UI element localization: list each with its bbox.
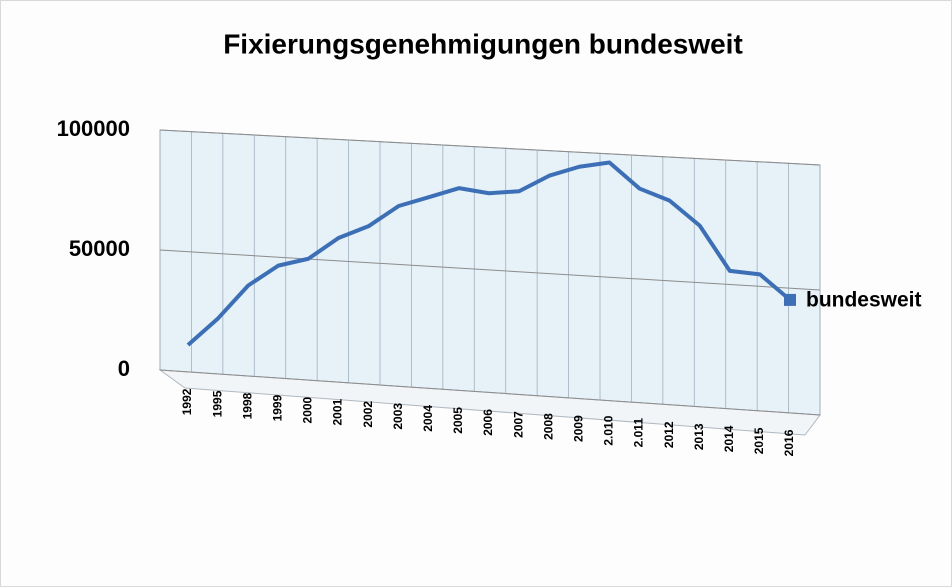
legend-label: bundesweit (806, 288, 922, 311)
x-tick-label: 2015 (752, 427, 766, 454)
x-tick-label: 2003 (391, 403, 405, 430)
x-tick-label: 2006 (481, 409, 495, 436)
x-tick-label: 2004 (421, 405, 435, 432)
x-tick-label: 1992 (180, 388, 194, 415)
x-tick-label: 1999 (270, 394, 284, 421)
x-tick-label: 2008 (541, 413, 555, 440)
x-tick-label: 2012 (662, 421, 676, 448)
x-tick-label: 2016 (782, 429, 796, 456)
x-tick-label: 2.010 (602, 415, 616, 445)
x-tick-label: 1995 (210, 390, 224, 417)
x-tick-label: 2013 (692, 423, 706, 450)
chart-title: Fixierungsgenehmigungen bundesweit (223, 28, 743, 59)
x-tick-label: 2.011 (632, 418, 646, 448)
y-tick-label: 0 (118, 356, 130, 381)
chart: Fixierungsgenehmigungen bundesweit 0 5000… (0, 0, 952, 587)
x-tick-label: 2005 (451, 407, 465, 434)
x-tick-label: 2014 (722, 425, 736, 452)
x-tick-label: 2002 (361, 401, 375, 428)
back-wall (160, 130, 820, 415)
x-tick-label: 2009 (571, 415, 585, 442)
y-tick-label: 100000 (57, 116, 130, 141)
y-tick-label: 50000 (69, 236, 130, 261)
x-tick-label: 2007 (511, 411, 525, 438)
legend-marker (784, 294, 796, 306)
x-tick-label: 1998 (240, 392, 254, 419)
x-tick-label: 2001 (331, 399, 345, 426)
x-tick-label: 2000 (301, 396, 315, 423)
plot-area: 0 50000 100000 1992 1995 1998 1999 2000 2001 2002… (57, 116, 922, 456)
